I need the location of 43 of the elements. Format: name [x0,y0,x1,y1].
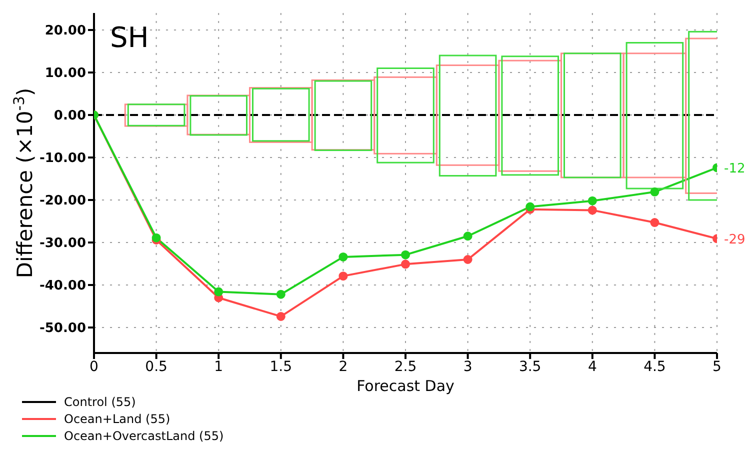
bar [438,54,497,177]
point [588,206,597,215]
data-label: -29 [724,232,746,248]
point [401,260,410,269]
bar [376,68,434,164]
bar [626,42,684,190]
y-tick-label: -10.00 [39,151,86,166]
point [276,290,286,299]
legend-label: Ocean+OvercastLand (55) [64,428,224,442]
point [526,202,535,212]
x-tick-label: 1.5 [270,358,292,375]
y-tick-label: 10.00 [44,66,86,82]
point [276,312,286,321]
point [401,250,410,260]
x-tick-label: 4 [588,358,597,375]
y-tick-label: 0.00 [54,108,86,124]
x-tick-label: 3.5 [518,358,542,375]
x-axis-title: Forecast Day [356,377,455,395]
x-tick-label: 1 [214,358,224,375]
point [588,196,597,206]
x-tick-label: 0 [90,358,98,375]
x-tick-label: 4.5 [644,358,666,375]
x-tick-label: 2.5 [394,358,417,375]
point [650,218,660,228]
legend-label: Ocean+Land (55) [64,412,170,426]
legend-label: Control (55) [64,394,136,408]
point [463,232,472,241]
y-tick-label: -50.00 [39,321,86,336]
x-tick-label: 5 [712,358,722,375]
y-tick-label: 20.00 [44,24,86,39]
x-tick-label: 2 [338,358,348,375]
y-tick-label: -30.00 [39,236,86,252]
point [338,252,348,262]
point [214,287,224,296]
data-label: -12 [724,162,746,177]
point [338,272,348,281]
point [463,255,472,264]
x-tick-label: 0.5 [145,358,168,375]
chart-title: SH [110,21,149,54]
y-tick-label: -20.00 [39,194,86,209]
y-tick-label: -40.00 [39,278,86,294]
x-tick-label: 3 [463,358,472,375]
point [650,187,660,196]
